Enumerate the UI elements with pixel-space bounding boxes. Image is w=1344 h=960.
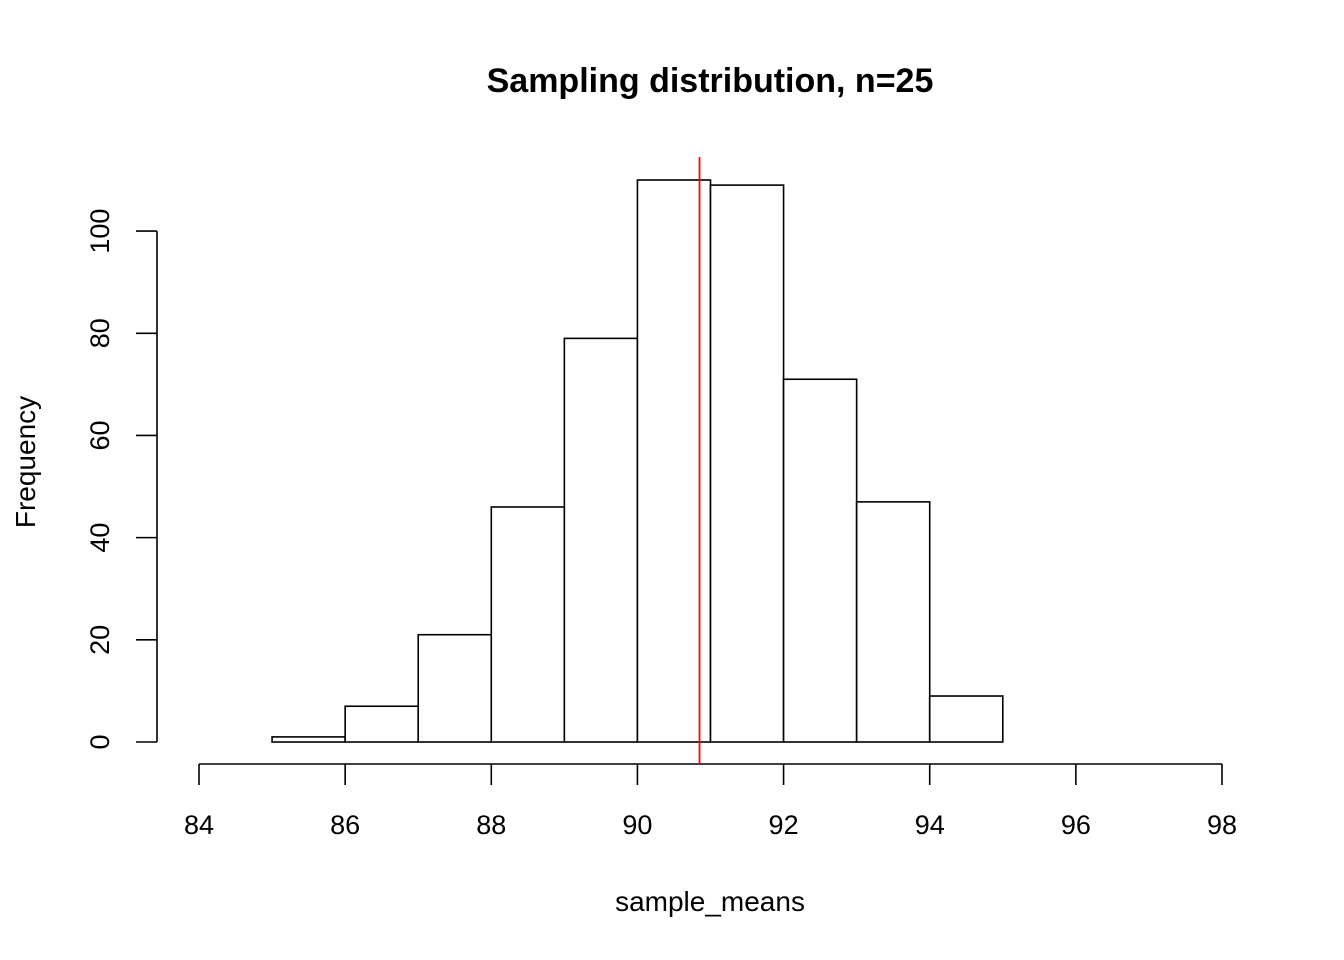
y-axis-title: Frequency (10, 396, 41, 528)
histogram-bar (563, 337, 639, 743)
y-tick-label: 80 (85, 318, 115, 348)
histogram-bar (928, 695, 1004, 743)
chart-title: Sampling distribution, n=25 (487, 62, 934, 100)
histogram-bar (490, 506, 566, 743)
x-tick-label: 84 (184, 810, 214, 840)
y-tick-label: 100 (85, 209, 115, 254)
x-tick-label: 96 (1061, 810, 1091, 840)
x-tick-label: 88 (476, 810, 506, 840)
histogram-bar (855, 501, 931, 743)
histogram-bar (417, 633, 493, 743)
y-tick-label: 0 (85, 734, 115, 749)
x-axis-ticks: 84 86 88 90 92 94 96 98 (184, 764, 1237, 840)
x-tick-label: 94 (915, 810, 945, 840)
histogram-bar (636, 179, 712, 743)
y-axis-ticks: 0 20 40 60 80 100 (85, 209, 157, 750)
x-tick-label: 86 (330, 810, 360, 840)
histogram-bar (344, 705, 420, 743)
x-axis-title: sample_means (615, 886, 805, 917)
y-tick-label: 60 (85, 420, 115, 450)
x-tick-label: 90 (622, 810, 652, 840)
x-tick-label: 92 (769, 810, 799, 840)
y-tick-label: 20 (85, 625, 115, 655)
histogram-bar (782, 378, 858, 743)
x-tick-label: 98 (1207, 810, 1237, 840)
bars-group (271, 179, 1004, 743)
histogram-bar (271, 736, 346, 743)
y-tick-label: 40 (85, 523, 115, 553)
histogram-bar (709, 184, 785, 743)
